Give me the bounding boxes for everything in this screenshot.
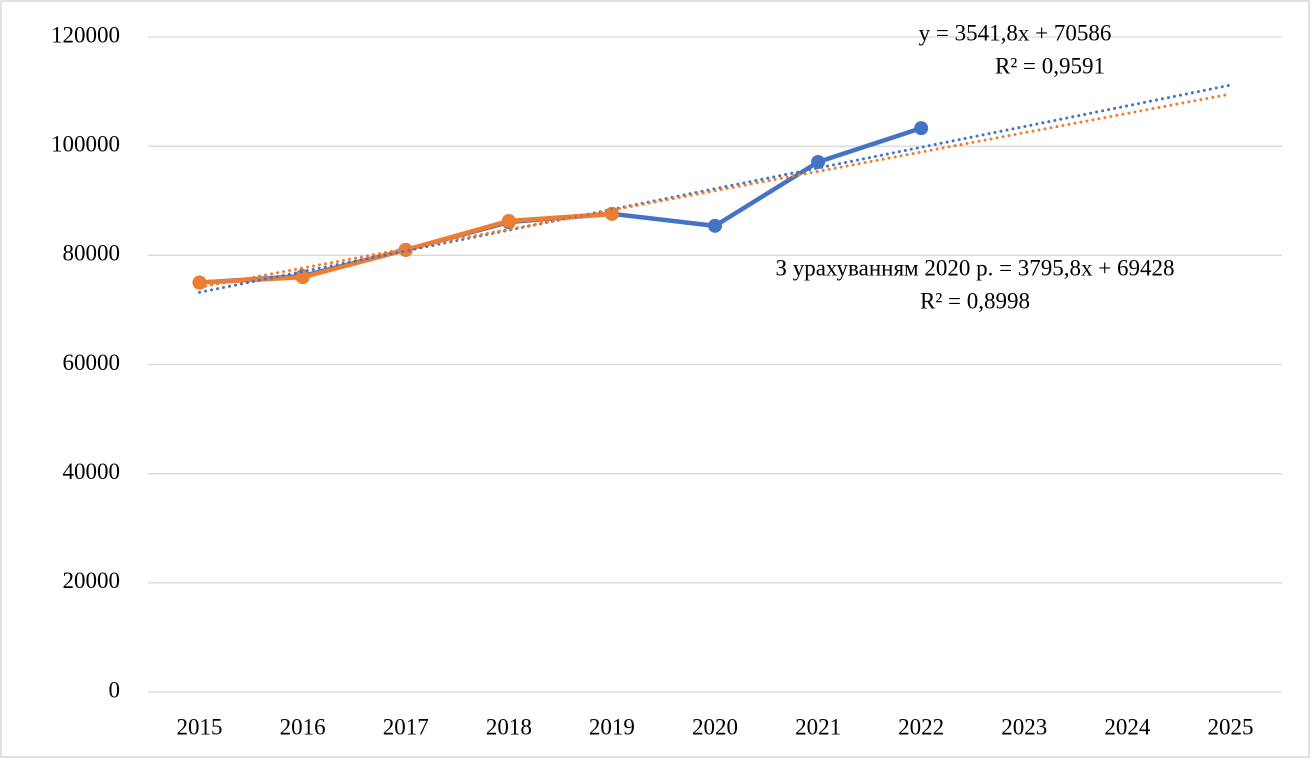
x-tick-label: 2023 <box>1001 714 1047 739</box>
x-tick-label: 2025 <box>1207 714 1253 739</box>
y-tick-label: 60000 <box>63 350 121 375</box>
y-tick-label: 120000 <box>51 22 120 47</box>
point <box>811 154 826 169</box>
point <box>295 270 310 285</box>
x-tick-label: 2021 <box>795 714 841 739</box>
trendline <box>198 83 1232 294</box>
y-tick-label: 40000 <box>63 459 121 484</box>
x-tick-label: 2020 <box>692 714 738 739</box>
y-tick-label: 80000 <box>63 241 121 266</box>
x-tick-label: 2022 <box>898 714 944 739</box>
point <box>501 213 516 228</box>
x-tick-label: 2019 <box>589 714 635 739</box>
y-tick-label: 0 <box>109 677 121 702</box>
trendline-equation: y = 3541,8x + 70586 <box>919 20 1112 45</box>
trendline <box>198 92 1232 289</box>
x-tick-label: 2016 <box>280 714 326 739</box>
point <box>708 218 722 233</box>
trendline-equation: З урахуванням 2020 р. = 3795,8x + 69428 <box>775 255 1174 280</box>
y-tick-label: 20000 <box>63 568 121 593</box>
x-tick-label: 2024 <box>1104 714 1151 739</box>
x-tick-label: 2017 <box>383 714 429 739</box>
point <box>914 121 929 136</box>
x-tick-label: 2018 <box>486 714 532 739</box>
trendline-r2: R² = 0,8998 <box>920 288 1030 313</box>
y-tick-label: 100000 <box>51 131 120 156</box>
point <box>398 242 413 257</box>
x-tick-label: 2015 <box>177 714 223 739</box>
point <box>192 275 207 290</box>
trendline-r2: R² = 0,9591 <box>995 53 1105 78</box>
